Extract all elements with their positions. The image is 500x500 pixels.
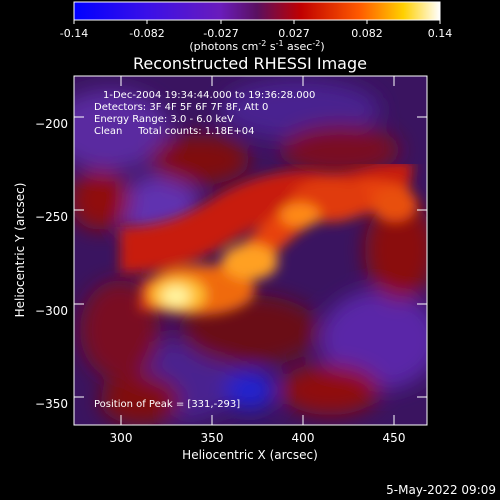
colorbar bbox=[73, 1, 441, 21]
x-ticks bbox=[120, 76, 395, 425]
plot-frame bbox=[73, 75, 428, 426]
x-tick-label: 350 bbox=[201, 431, 224, 445]
x-tick-label: 450 bbox=[383, 431, 406, 445]
colorbar-tick-label: -0.082 bbox=[129, 27, 164, 40]
colorbar-tick-label: 0.14 bbox=[428, 27, 453, 40]
annotation-clean-counts: Clean Total counts: 1.18E+04 bbox=[94, 126, 254, 137]
y-tick-label: −200 bbox=[35, 117, 68, 131]
x-axis-label: Heliocentric X (arcsec) bbox=[182, 448, 318, 462]
annotation-time-range: 1-Dec-2004 19:34:44.000 to 19:36:28.000 bbox=[103, 90, 315, 101]
y-tick-label: −300 bbox=[35, 304, 68, 318]
y-tick-label: −250 bbox=[35, 210, 68, 224]
colorbar-tick-label: -0.14 bbox=[60, 27, 88, 40]
colorbar-tick-label: 0.082 bbox=[351, 27, 383, 40]
colorbar-unit-label: (photons cm-2 s-1 asec-2) bbox=[189, 39, 324, 53]
colorbar-tick-label: -0.027 bbox=[203, 27, 238, 40]
annotation-peak-position: Position of Peak = [331,-293] bbox=[94, 399, 240, 410]
x-tick-label: 300 bbox=[110, 431, 133, 445]
footer-date: 5-May-2022 09:09 bbox=[386, 483, 496, 497]
annotation-energy-range: Energy Range: 3.0 - 6.0 keV bbox=[94, 114, 234, 125]
chart-title: Reconstructed RHESSI Image bbox=[133, 54, 367, 73]
colorbar-ticks bbox=[73, 20, 441, 24]
y-ticks bbox=[74, 116, 427, 398]
colorbar-tick-label: 0.027 bbox=[278, 27, 310, 40]
annotation-detectors: Detectors: 3F 4F 5F 6F 7F 8F, Att 0 bbox=[94, 102, 268, 113]
y-axis-label: Heliocentric Y (arcsec) bbox=[13, 183, 27, 318]
x-tick-label: 400 bbox=[292, 431, 315, 445]
y-tick-label: −350 bbox=[35, 397, 68, 411]
heatmap-image bbox=[74, 76, 427, 425]
